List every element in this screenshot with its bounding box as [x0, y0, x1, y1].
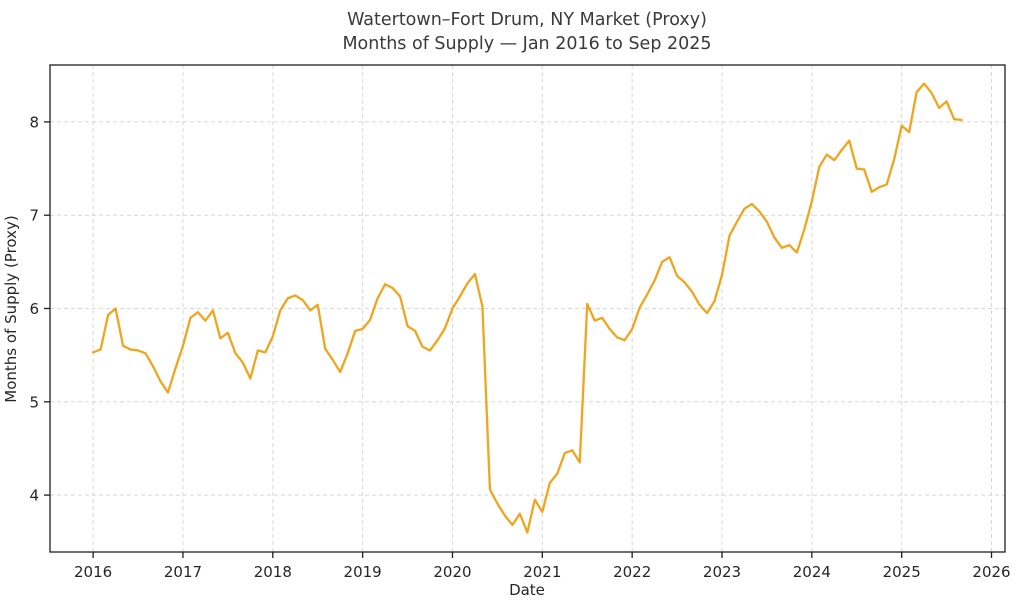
x-tick-label: 2018 [254, 563, 292, 581]
y-tick-label: 7 [29, 207, 39, 225]
x-tick-label: 2023 [703, 563, 741, 581]
x-tick-label: 2019 [344, 563, 382, 581]
months-of-supply-line [91, 82, 963, 534]
y-tick-label: 5 [29, 393, 39, 411]
x-tick-label: 2022 [613, 563, 651, 581]
y-tick-label: 4 [29, 487, 39, 505]
y-axis-label: Months of Supply (Proxy) [2, 215, 20, 403]
y-tick-label: 8 [29, 113, 39, 131]
x-axis-label: Date [509, 581, 545, 599]
x-tick-label: 2016 [74, 563, 112, 581]
x-tick-label: 2024 [793, 563, 831, 581]
x-tick-label: 2017 [164, 563, 202, 581]
x-tick-label: 2025 [883, 563, 921, 581]
x-tick-label: 2021 [523, 563, 561, 581]
y-tick-label: 6 [29, 300, 39, 318]
x-tick-label: 2020 [433, 563, 471, 581]
x-tick-label: 2026 [972, 563, 1010, 581]
